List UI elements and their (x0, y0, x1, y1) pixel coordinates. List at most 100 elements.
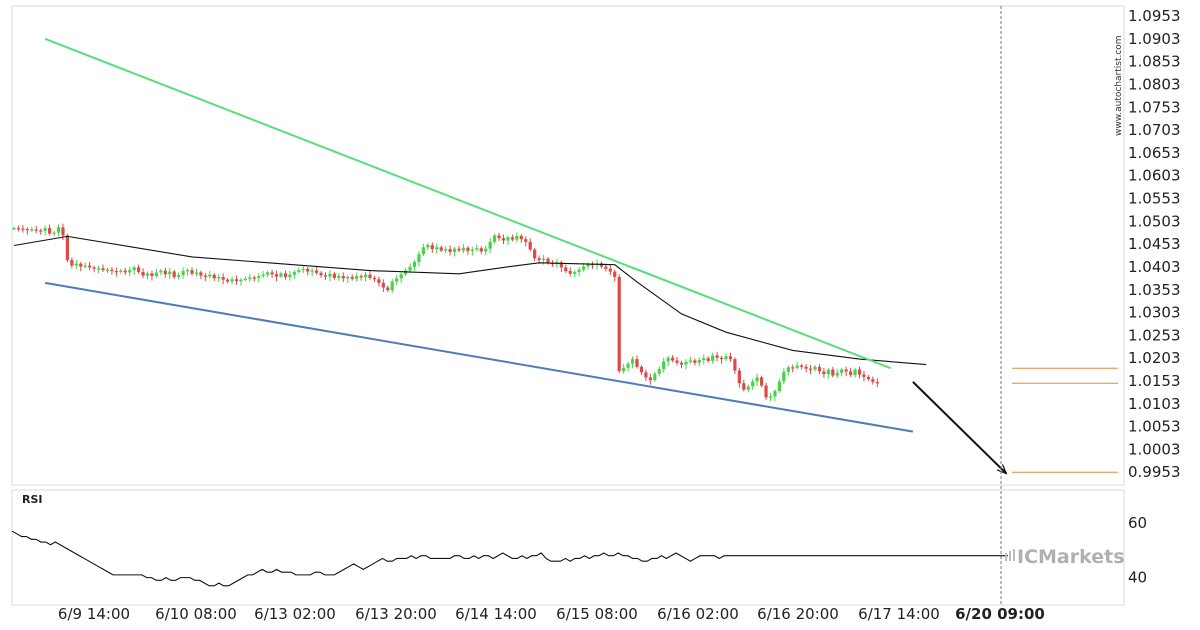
candle-body (43, 228, 47, 231)
candle-body (524, 239, 528, 242)
candle-body (751, 381, 755, 387)
price-tick-label: 1.0553 (1128, 190, 1181, 208)
price-tick-label: 1.0053 (1128, 418, 1181, 436)
candle-body (292, 271, 296, 275)
candle-body (653, 373, 657, 381)
candle-body (804, 366, 808, 369)
candle-body (644, 372, 648, 378)
candle-body (457, 248, 461, 251)
rsi-panel-title: RSI (22, 493, 43, 506)
candle-body (141, 271, 145, 276)
forecast-arrowhead (996, 464, 1008, 475)
candle-body (328, 273, 332, 277)
candle-body (439, 247, 443, 251)
candle-body (359, 276, 363, 278)
candle-body (684, 361, 688, 365)
candle-body (728, 356, 733, 360)
candle-body (315, 270, 319, 273)
price-tick-label: 1.0903 (1128, 30, 1181, 48)
resistance-line (44, 37, 892, 370)
candle-body (506, 237, 510, 241)
candle-body (34, 229, 38, 231)
candle-body (475, 248, 479, 250)
candle-body (234, 279, 239, 282)
candle-body (688, 360, 692, 362)
candle-body (466, 247, 470, 251)
candle-body (586, 264, 590, 267)
candle-body (782, 371, 786, 382)
candle-body (248, 277, 252, 279)
candle-body (114, 271, 118, 273)
candle-body (377, 279, 381, 283)
candle-body (497, 235, 501, 239)
candle-body (266, 272, 270, 275)
candle-body (559, 262, 563, 268)
candle-body (635, 359, 639, 367)
candle-body (493, 235, 497, 242)
candle-body (25, 229, 29, 231)
candle-body (386, 287, 390, 291)
candle-body (159, 270, 163, 273)
price-tick-label: 1.0153 (1128, 372, 1181, 390)
candle-body (786, 367, 790, 372)
candle-body (835, 372, 839, 376)
x-tick-label: 6/13 20:00 (355, 605, 437, 623)
candle-body (697, 360, 701, 363)
candle-body (372, 277, 377, 280)
candle-body (137, 267, 141, 272)
candle-body (760, 377, 764, 386)
candle-body (12, 228, 16, 230)
candle-body (190, 270, 194, 274)
brand-logo-bar (1013, 549, 1015, 561)
candle-body (194, 272, 199, 274)
candle-body (408, 266, 412, 271)
candle-body (363, 274, 368, 277)
candle-body (648, 377, 652, 381)
price-tick-label: 1.0503 (1128, 212, 1181, 230)
candle-body (346, 276, 350, 279)
candle-body (74, 263, 78, 266)
candle-body (501, 238, 506, 241)
candle-body (337, 276, 341, 278)
candle-body (519, 235, 523, 240)
candle-body (274, 274, 279, 277)
price-tick-label: 1.0203 (1128, 349, 1181, 367)
x-tick-label: 6/9 14:00 (58, 605, 130, 623)
candle-body (56, 227, 61, 233)
candle-body (48, 228, 52, 234)
candle-body (755, 377, 759, 382)
candle-body (510, 237, 514, 240)
candle-body (226, 279, 230, 282)
price-tick-label: 0.9953 (1128, 463, 1181, 481)
candle-body (243, 278, 247, 281)
brand-logo-text: ICMarkets (1017, 546, 1125, 568)
watermark-text: www.autochartist.com (1114, 35, 1124, 136)
candle-body (537, 258, 541, 261)
candle-body (737, 370, 741, 384)
candle-body (773, 391, 777, 397)
price-tick-label: 1.0953 (1128, 7, 1181, 25)
candle-body (390, 281, 394, 291)
candle-body (323, 275, 328, 277)
candle-body (768, 396, 773, 398)
x-tick-label: 6/17 14:00 (858, 605, 940, 623)
candle-body (577, 269, 581, 272)
candle-body (639, 366, 644, 373)
candle-body (871, 379, 875, 382)
candle-body (791, 367, 795, 369)
candle-body (662, 361, 666, 370)
candle-body (132, 267, 136, 271)
support-line (44, 281, 914, 433)
candle-body (826, 369, 830, 375)
candle-body (319, 272, 323, 276)
candle-body (800, 365, 804, 367)
candle-body (65, 235, 69, 261)
price-tick-label: 1.0303 (1128, 304, 1181, 322)
candle-body (711, 355, 715, 361)
candle-body (849, 371, 853, 376)
candle-body (145, 273, 150, 276)
price-tick-label: 1.0353 (1128, 281, 1181, 299)
candle-body (626, 363, 630, 368)
candle-body (671, 357, 675, 361)
